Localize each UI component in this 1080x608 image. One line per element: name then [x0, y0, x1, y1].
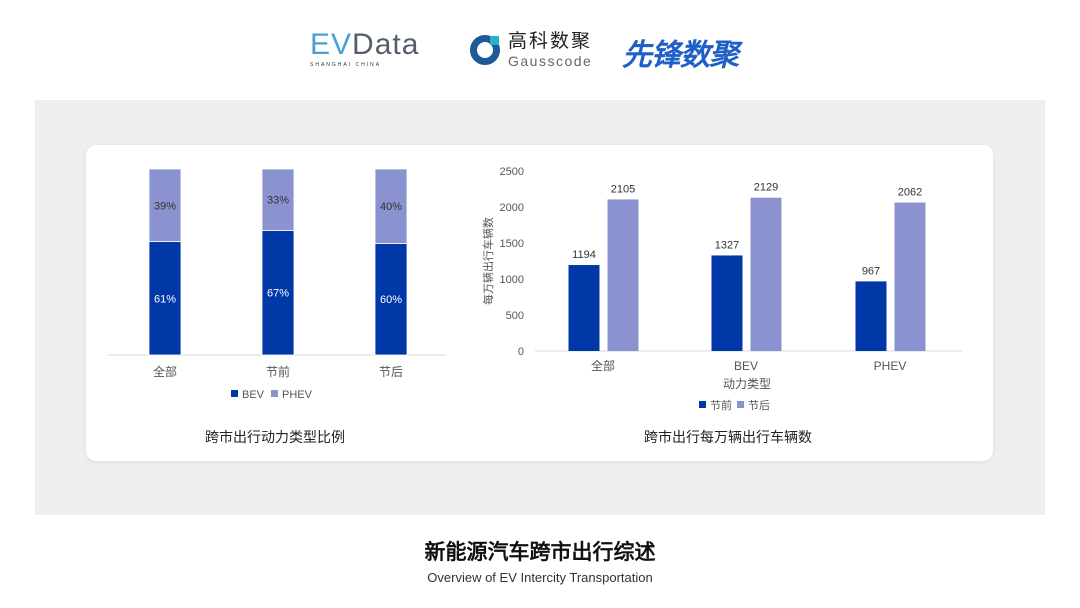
c2-bar-after — [607, 199, 639, 351]
c2-legend-after: 节后 — [748, 399, 770, 412]
c2-data-label: 2105 — [611, 183, 635, 195]
gausscode-logo: 高科数聚 Gausscode — [470, 28, 592, 72]
c2-ytick: 2500 — [500, 166, 524, 178]
c2-xlabel: 动力类型 — [723, 377, 771, 391]
c1-data-label: 39% — [154, 200, 176, 212]
c2-ylabel: 每万辆出行车辆数 — [481, 217, 495, 305]
c2-ytick: 500 — [506, 310, 524, 322]
c1-xtick: 全部 — [153, 364, 177, 379]
c1-bar-phev — [148, 168, 182, 242]
evdata-logo-sub: SHANGHAI CHINA — [310, 62, 382, 68]
c2-xtick: PHEV — [874, 359, 907, 373]
c2-xtick: BEV — [734, 359, 758, 373]
c2-data-label: 1327 — [715, 239, 739, 251]
gausscode-en: Gausscode — [508, 53, 593, 69]
c2-bar-before — [568, 265, 600, 351]
c1-legend-swatch-bev — [231, 390, 238, 397]
c1-data-label: 33% — [267, 195, 289, 207]
grouped-bar-chart: 每万辆出行车辆数 全部 BEV PHEV 动力类型 节前 节后 跨市出行每万辆出… — [481, 166, 962, 445]
c1-xtick: 节前 — [266, 364, 290, 379]
c1-data-label: 61% — [154, 293, 176, 305]
c1-xtick: 节后 — [379, 365, 403, 379]
evdata-logo-ev: EV — [310, 28, 353, 61]
page-subtitle: Overview of EV Intercity Transportation — [427, 570, 653, 585]
gausscode-mark-icon — [470, 35, 500, 65]
page-title: 新能源汽车跨市出行综述 — [424, 541, 656, 564]
xianfeng-logo: 先锋数聚 — [622, 39, 739, 72]
c2-data-label: 2129 — [754, 182, 778, 194]
c1-data-label: 40% — [380, 201, 402, 213]
c2-ytick: 1500 — [500, 238, 524, 250]
c2-data-label: 2062 — [898, 187, 922, 199]
c2-data-label: 1194 — [572, 249, 596, 261]
c2-ytick: 2000 — [500, 202, 524, 214]
c1-data-label: 67% — [267, 288, 289, 300]
c2-legend-swatch-after — [737, 401, 744, 408]
c2-ytick: 0 — [518, 346, 524, 358]
c1-legend-bev: BEV — [242, 389, 265, 401]
c1-bar-bev — [148, 241, 182, 356]
gausscode-cn: 高科数聚 — [508, 31, 593, 52]
c2-bar-after — [894, 202, 926, 351]
c1-bar-bev — [261, 229, 295, 356]
evdata-logo-data: Data — [352, 28, 420, 61]
c2-bar-before — [711, 255, 743, 351]
c2-bar-before — [855, 281, 887, 351]
c2-legend-swatch-before — [699, 401, 706, 408]
c2-bar-after — [750, 197, 782, 351]
chart-card — [86, 145, 993, 461]
evdata-logo: EVData SHANGHAI CHINA — [310, 28, 419, 72]
stacked-percent-chart: 全部 节前 节后 BEV PHEV 跨市出行动力类型比例 61% 39% 67% 33… — [108, 168, 446, 445]
c2-ytick: 1000 — [500, 274, 524, 286]
c1-title: 跨市出行动力类型比例 — [205, 429, 345, 445]
c1-bar-phev — [261, 168, 295, 231]
c1-legend-phev: PHEV — [282, 389, 313, 401]
c2-title: 跨市出行每万辆出行车辆数 — [644, 429, 812, 445]
c1-data-label: 60% — [380, 294, 402, 306]
c1-legend-swatch-phev — [271, 390, 278, 397]
c2-xtick: 全部 — [591, 358, 615, 373]
c1-bar-bev — [374, 242, 408, 356]
c1-bar-phev — [374, 168, 408, 244]
c2-legend-before: 节前 — [710, 398, 732, 412]
c2-data-label: 967 — [862, 265, 880, 277]
